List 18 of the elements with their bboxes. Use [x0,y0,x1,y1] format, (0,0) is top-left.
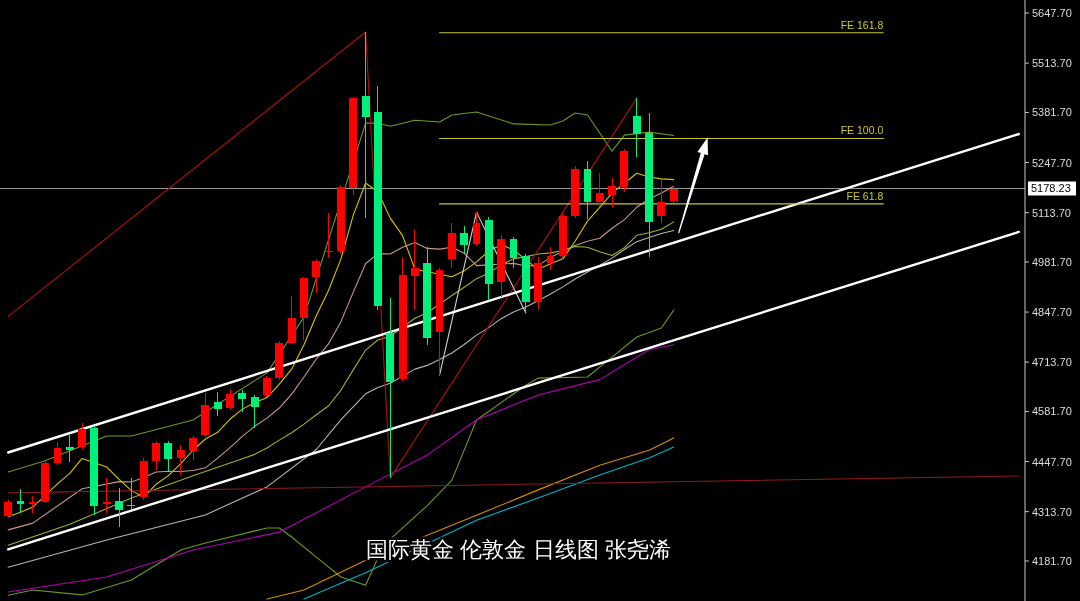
series-label: FE 161.8 [840,18,884,31]
series-label: FE 100.0 [840,124,884,137]
y-tick-label: 5113.70 [1032,206,1071,219]
y-tick-label: 4313.70 [1032,505,1072,518]
price-label: 5178.23 [1028,181,1076,196]
y-tick-label: 4447.70 [1032,455,1072,468]
y-tick-label: 4581.70 [1032,405,1072,418]
y-tick-label: 4713.70 [1032,356,1072,369]
y-tick-label: 5381.70 [1032,106,1072,119]
y-tick-label: 4847.70 [1032,306,1072,319]
y-tick-label: 5647.70 [1032,7,1072,20]
line-series [7,111,675,473]
y-tick-label: 4981.70 [1032,255,1072,268]
ref-line-label: 5178.23 [1031,182,1071,195]
y-tick-label: 5247.70 [1032,156,1072,169]
y-tick-label: 5513.70 [1032,57,1072,70]
y-tick-label: 4181.70 [1032,555,1072,567]
series-label: FE 61.8 [846,189,884,202]
